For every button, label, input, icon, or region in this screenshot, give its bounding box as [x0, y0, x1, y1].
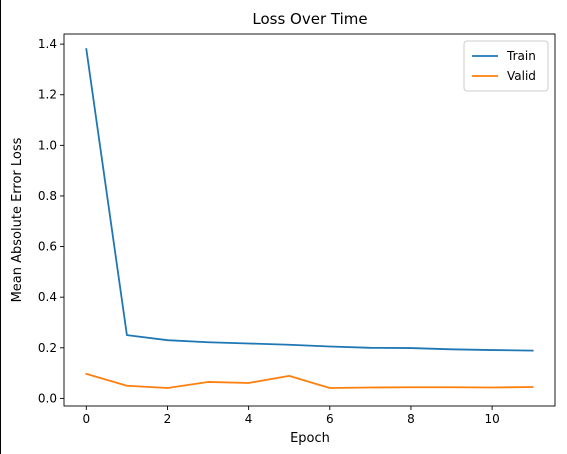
x-tick-label-1: 2 — [164, 412, 172, 426]
plot-background — [64, 34, 555, 406]
y-tick-label-2: 0.4 — [38, 290, 57, 304]
x-tick-label-0: 0 — [82, 412, 90, 426]
legend: Train Valid — [463, 40, 549, 92]
y-tick-label-5: 1.0 — [38, 138, 57, 152]
x-tick-label-4: 8 — [407, 412, 415, 426]
y-tick-label-1: 0.2 — [38, 341, 57, 355]
series-line-train — [85, 48, 534, 352]
chart-title: Loss Over Time — [252, 10, 367, 28]
x-tick-label-2: 4 — [245, 412, 253, 426]
x-axis-ticks: 0 2 4 6 8 10 — [82, 406, 500, 426]
y-tick-label-3: 0.6 — [38, 240, 57, 254]
y-tick-label-6: 1.2 — [38, 88, 57, 102]
legend-label-train: Train — [506, 49, 536, 63]
x-tick-label-5: 10 — [484, 412, 499, 426]
plot-frame — [63, 33, 556, 407]
series-line-valid — [85, 372, 534, 389]
left-window-edge — [0, 0, 1, 454]
y-axis-ticks: 0.0 0.2 0.4 0.6 0.8 1.0 1.2 1.4 — [38, 37, 64, 405]
plot-area — [63, 33, 556, 407]
x-tick-label-3: 6 — [326, 412, 334, 426]
y-tick-label-0: 0.0 — [38, 391, 57, 405]
x-axis-label: Epoch — [290, 431, 330, 446]
legend-box — [463, 40, 549, 92]
y-axis-label: Mean Absolute Error Loss — [10, 137, 25, 302]
y-tick-label-7: 1.4 — [38, 37, 57, 51]
legend-label-valid: Valid — [507, 69, 536, 83]
y-tick-label-4: 0.8 — [38, 189, 57, 203]
